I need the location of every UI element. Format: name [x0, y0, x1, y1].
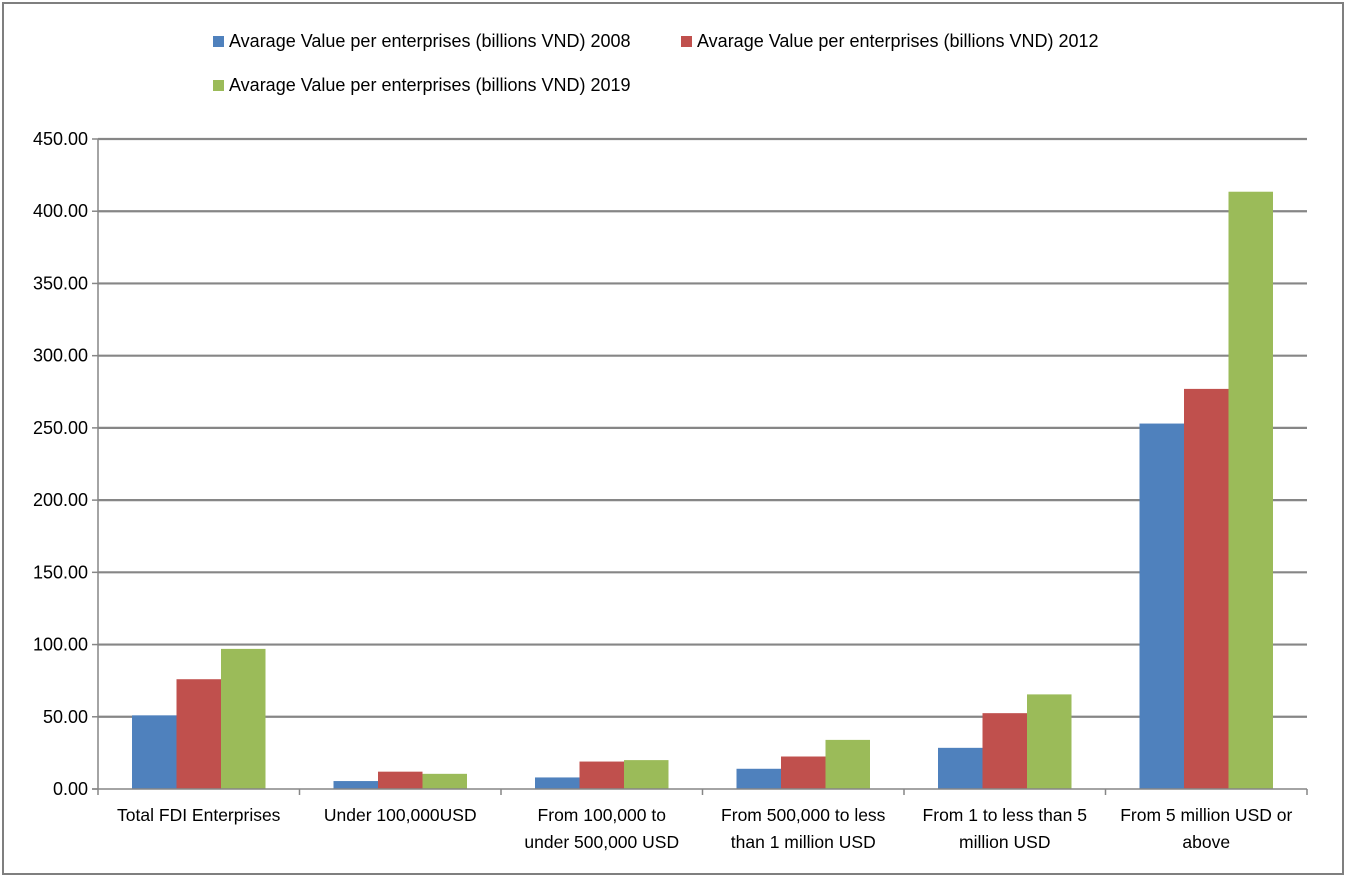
y-tick-label: 200.00 [33, 490, 88, 510]
bar [825, 739, 870, 789]
x-tick-label: under 500,000 USD [524, 832, 679, 852]
legend: Avarage Value per enterprises (billions … [213, 31, 1099, 95]
y-tick-label: 350.00 [33, 273, 88, 293]
x-tick-label: From 5 million USD or [1120, 805, 1292, 825]
bar-chart: Avarage Value per enterprises (billions … [33, 31, 1308, 852]
gridlines [98, 137, 1307, 718]
legend-label: Avarage Value per enterprises (billions … [229, 75, 631, 95]
bar [1139, 423, 1184, 789]
y-tick-label: 50.00 [43, 707, 88, 727]
bar [1228, 191, 1273, 789]
bar [176, 679, 221, 789]
x-tick-label: above [1182, 832, 1230, 852]
x-tick-label: Total FDI Enterprises [117, 805, 281, 825]
bar [982, 713, 1027, 789]
y-tick-label: 450.00 [33, 129, 88, 149]
bar [132, 715, 177, 789]
y-tick-label: 0.00 [53, 779, 88, 799]
bars [132, 191, 1273, 789]
bar [938, 747, 983, 789]
y-axis: 0.00 50.00 100.00 150.00 200.00 250.00 300.00 3… [33, 129, 99, 799]
x-tick-label: than 1 million USD [731, 832, 876, 852]
legend-label: Avarage Value per enterprises (billions … [229, 31, 631, 51]
bar [535, 777, 580, 789]
legend-swatch [213, 36, 224, 47]
y-tick-label: 300.00 [33, 346, 88, 366]
bar [422, 773, 467, 789]
x-tick-label: million USD [959, 832, 1050, 852]
bar [378, 771, 423, 789]
y-tick-label: 100.00 [33, 635, 88, 655]
x-axis: Total FDI Enterprises Under 100,000USD Fro… [92, 788, 1308, 852]
x-tick-label: From 1 to less than 5 [923, 805, 1087, 825]
legend-swatch [681, 36, 692, 47]
y-tick-label: 400.00 [33, 201, 88, 221]
bar [1184, 388, 1229, 789]
x-tick-label: From 500,000 to less [721, 805, 886, 825]
bar [333, 781, 378, 789]
x-tick-label: Under 100,000USD [324, 805, 477, 825]
y-tick-label: 250.00 [33, 418, 88, 438]
legend-swatch [213, 80, 224, 91]
x-tick-label: From 100,000 to [538, 805, 666, 825]
bar [579, 761, 624, 789]
legend-label: Avarage Value per enterprises (billions … [697, 31, 1099, 51]
bar [781, 756, 826, 789]
bar [736, 768, 781, 789]
bar [221, 648, 266, 789]
bar [1027, 694, 1072, 789]
y-tick-label: 150.00 [33, 562, 88, 582]
bar [624, 760, 669, 789]
